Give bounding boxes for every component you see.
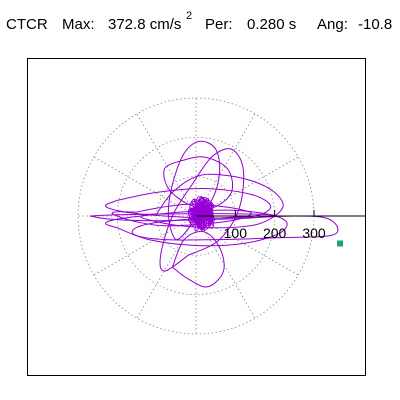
orbit-loop [167, 140, 221, 241]
period-value: 0.280 s [247, 16, 297, 33]
max-marker-group [337, 240, 344, 247]
orbit-trace [89, 140, 339, 288]
radial-tick-label: 100 [224, 225, 248, 241]
radial-tick-label: 200 [263, 225, 287, 241]
orbit-core [187, 196, 215, 232]
radial-axis: 100 200 300 [196, 210, 366, 241]
max-value: 372.8 cm/s [108, 16, 182, 33]
max-label: Max: [62, 16, 95, 33]
period-label: Per: [205, 16, 233, 33]
orbit-loop [171, 230, 225, 288]
radial-tick-label: 300 [302, 225, 326, 241]
max-unit-exponent: 2 [186, 10, 193, 22]
chart-header: CTCR Max: 372.8 cm/s 2 Per: 0.280 s Ang:… [0, 0, 400, 50]
orbit-loop [140, 173, 284, 229]
max-point-marker [337, 240, 344, 247]
grid-spoke [93, 156, 197, 217]
angle-value: -10.8 [358, 16, 393, 33]
angle-label: Ang: [317, 16, 348, 33]
plot-area [27, 58, 366, 376]
grid-spoke [136, 113, 197, 217]
station-code: CTCR [6, 16, 48, 33]
